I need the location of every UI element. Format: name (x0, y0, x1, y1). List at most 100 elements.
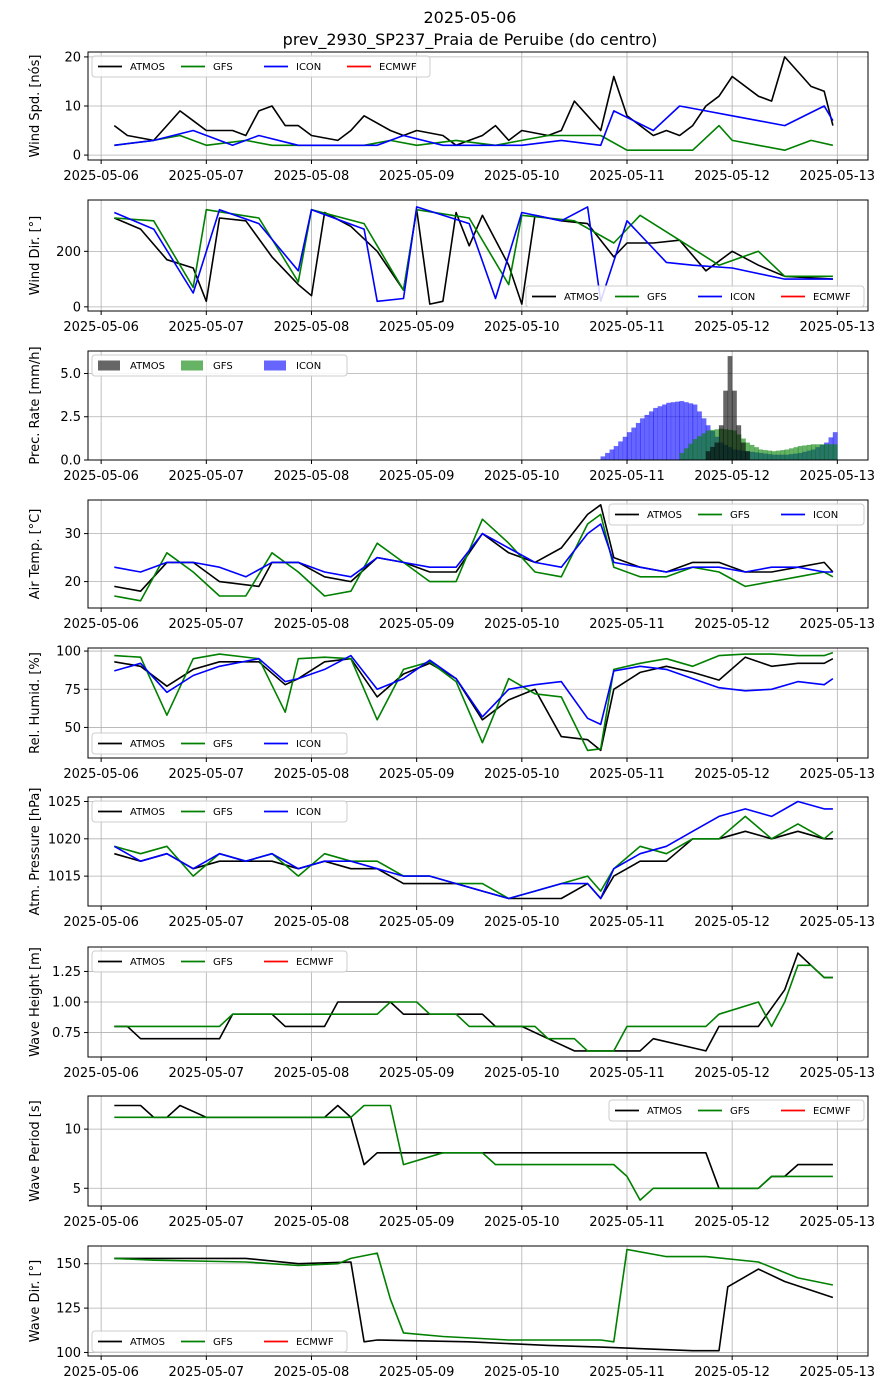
legend-label-gfs: GFS (730, 1106, 750, 1117)
precip-bar-gfs (771, 451, 777, 460)
legend-label-icon: ICON (296, 807, 321, 818)
plot-area (113, 800, 834, 900)
precip-bar-atmos (727, 355, 733, 460)
x-tick-label: 2025-05-11 (589, 320, 665, 335)
precip-bar-icon (675, 401, 681, 460)
series-line-gfs (114, 1104, 833, 1201)
x-tick-label: 2025-05-06 (63, 1215, 139, 1230)
series-line-gfs (114, 1248, 834, 1343)
precip-bar-gfs (683, 448, 689, 460)
x-tick-label: 2025-05-06 (63, 617, 139, 632)
precip-bar-gfs (788, 448, 794, 460)
series-line-gfs (114, 124, 834, 151)
x-tick-label: 2025-05-10 (484, 915, 560, 930)
x-tick-label: 2025-05-09 (379, 1365, 455, 1380)
legend-label-gfs: GFS (730, 510, 750, 521)
series-line-gfs (114, 208, 833, 292)
x-tick-label: 2025-05-06 (63, 169, 139, 184)
y-axis-label: Prec. Rate [mm/h] (28, 346, 43, 464)
legend: ATMOS GFS ECMWF (608, 1099, 865, 1122)
axes-frame (87, 796, 869, 907)
x-tick-label: 2025-05-06 (63, 767, 139, 782)
y-tick-label: 75 (64, 683, 81, 698)
x-tick-label: 2025-05-08 (274, 1066, 350, 1081)
legend-label-gfs: GFS (213, 957, 233, 968)
plot-area (114, 1248, 834, 1352)
legend-label-ecmwf: ECMWF (379, 62, 417, 73)
legend: ATMOS GFS ICON (608, 503, 865, 526)
precip-bar-gfs (754, 447, 760, 460)
y-tick-label: 0 (73, 149, 81, 164)
y-tick-label: 1025 (48, 795, 81, 810)
legend-box (91, 354, 348, 377)
legend-label-gfs: GFS (213, 739, 233, 750)
y-tick-label: 100 (56, 1346, 81, 1361)
precip-bar-atmos (723, 390, 729, 460)
x-tick-label: 2025-05-12 (694, 1215, 770, 1230)
legend-label-icon: ICON (296, 739, 321, 750)
panel-9: 100 125 150 2025-05-06 2025-05-07 2025-05-08 2… (28, 1245, 876, 1380)
x-tick-label: 2025-05-13 (800, 1066, 876, 1081)
x-tick-label: 2025-05-08 (274, 767, 350, 782)
precip-bar-gfs (797, 445, 803, 460)
x-tick-label: 2025-05-13 (800, 469, 876, 484)
legend-label-gfs: GFS (213, 361, 233, 372)
x-tick-label: 2025-05-12 (694, 320, 770, 335)
legend-box (608, 1099, 865, 1122)
y-tick-label: 125 (56, 1302, 81, 1317)
panel-8: 5 10 2025-05-06 2025-05-07 2025-05-08 2025-05… (28, 1095, 875, 1230)
precip-bar-icon (657, 406, 663, 460)
legend-label-atmos: ATMOS (564, 292, 599, 303)
y-tick-label: 1015 (48, 870, 81, 885)
x-tick-label: 2025-05-08 (274, 1365, 350, 1380)
precip-bar-gfs (767, 450, 773, 460)
x-tick-label: 2025-05-08 (274, 617, 350, 632)
y-axis-label: Wave Dir. [°] (28, 1260, 43, 1343)
precip-bar-icon (653, 407, 659, 460)
legend-label-ecmwf: ECMWF (296, 1337, 334, 1348)
x-tick-label: 2025-05-10 (484, 469, 560, 484)
axes-frame (87, 1095, 869, 1207)
x-tick-label: 2025-05-08 (274, 469, 350, 484)
x-tick-label: 2025-05-10 (484, 617, 560, 632)
x-tick-label: 2025-05-09 (379, 169, 455, 184)
x-tick-label: 2025-05-09 (379, 915, 455, 930)
legend-box (525, 285, 865, 308)
panel-1: 0 10 20 2025-05-06 2025-05-07 2025-05-08 2025-… (28, 50, 875, 184)
legend-swatch-icon (264, 360, 286, 371)
legend: ATMOS GFS ECMWF (91, 1330, 348, 1353)
plot-area (113, 56, 834, 151)
x-tick-label: 2025-05-07 (169, 1215, 245, 1230)
precip-bar-icon (662, 404, 668, 460)
y-tick-label: 5.0 (60, 367, 81, 382)
precip-bar-atmos (710, 446, 716, 460)
x-tick-label: 2025-05-13 (800, 1365, 876, 1380)
precip-bar-gfs (823, 444, 829, 460)
x-tick-label: 2025-05-12 (694, 469, 770, 484)
legend-box (91, 800, 348, 823)
precip-bar-gfs (793, 447, 799, 460)
y-axis-label: Wave Period [s] (28, 1100, 43, 1201)
precip-bar-gfs (758, 449, 764, 460)
precip-bar-icon (618, 441, 624, 460)
y-tick-label: 0 (73, 300, 81, 315)
legend-label-atmos: ATMOS (130, 62, 165, 73)
precip-bar-icon (670, 402, 676, 460)
axes-frame (87, 199, 869, 312)
x-tick-label: 2025-05-08 (274, 169, 350, 184)
x-tick-label: 2025-05-11 (589, 1066, 665, 1081)
precip-bar-gfs (749, 444, 755, 460)
x-tick-label: 2025-05-09 (379, 320, 455, 335)
plot-area (114, 952, 833, 1052)
panel-2: 0 200 2025-05-06 2025-05-07 2025-05-08 2025-0… (28, 199, 875, 335)
legend-box (91, 55, 431, 78)
series-line-icon (113, 206, 833, 303)
x-tick-label: 2025-05-06 (63, 915, 139, 930)
panel-4: 20 30 2025-05-06 2025-05-07 2025-05-08 2025-0… (28, 499, 875, 632)
series-line-gfs (114, 964, 833, 1052)
precip-bar-icon (639, 418, 645, 460)
y-axis-label: Wind Spd. [nós] (28, 55, 43, 158)
axes-frame (87, 1245, 869, 1357)
plot-area (114, 503, 834, 602)
axes-frame (87, 350, 869, 461)
